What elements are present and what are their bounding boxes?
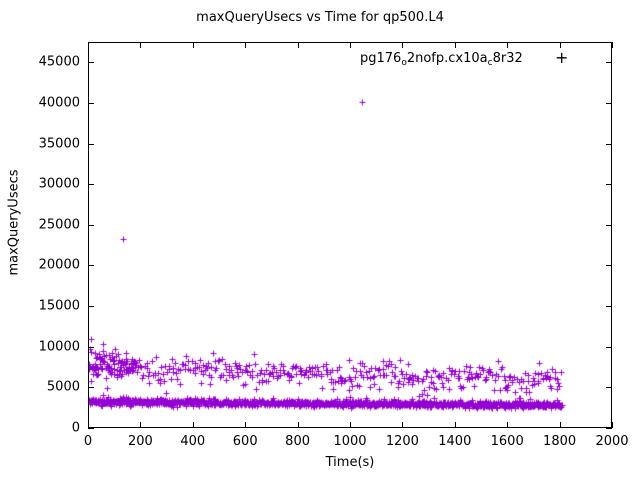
y-tick-mark <box>88 103 94 104</box>
y-tick-mark <box>606 387 612 388</box>
x-tick-label: 1800 <box>543 434 577 449</box>
x-tick-mark <box>507 422 508 428</box>
y-tick-label: 10000 <box>38 339 80 355</box>
x-tick-label: 2000 <box>595 434 629 449</box>
x-tick-label: 400 <box>180 434 206 449</box>
x-tick-label: 600 <box>232 434 258 449</box>
x-tick-mark <box>88 422 89 428</box>
x-tick-mark <box>612 422 613 428</box>
x-tick-mark <box>402 422 403 428</box>
x-tick-mark <box>455 422 456 428</box>
x-tick-mark <box>560 42 561 48</box>
x-tick-mark <box>350 42 351 48</box>
x-tick-label: 1000 <box>333 434 367 449</box>
y-axis-tick-labels: 0 5000 10000 15000 20000 25000 30000 35000 40000… <box>0 0 80 480</box>
x-tick-mark <box>245 42 246 48</box>
x-tick-mark <box>350 422 351 428</box>
x-tick-label: 1600 <box>490 434 524 449</box>
x-tick-mark <box>560 422 561 428</box>
y-tick-mark <box>606 306 612 307</box>
x-tick-label: 800 <box>285 434 311 449</box>
y-tick-mark <box>88 225 94 226</box>
y-tick-mark <box>88 347 94 348</box>
y-tick-label: 30000 <box>38 176 80 192</box>
y-tick-mark <box>88 387 94 388</box>
x-tick-label: 0 <box>83 434 93 449</box>
y-tick-mark <box>88 144 94 145</box>
y-tick-mark <box>606 265 612 266</box>
y-tick-label: 20000 <box>38 257 80 273</box>
x-tick-label: 1200 <box>385 434 419 449</box>
y-tick-mark <box>606 62 612 63</box>
scatter-points-layer <box>89 43 613 429</box>
y-tick-mark <box>88 428 94 429</box>
x-tick-mark <box>193 422 194 428</box>
y-tick-label: 35000 <box>38 136 80 152</box>
x-tick-label: 1400 <box>438 434 472 449</box>
x-tick-mark <box>455 42 456 48</box>
x-tick-mark <box>298 42 299 48</box>
x-tick-mark <box>140 422 141 428</box>
x-tick-mark <box>245 422 246 428</box>
x-tick-mark <box>193 42 194 48</box>
y-tick-label: 0 <box>71 420 80 436</box>
y-tick-mark <box>88 306 94 307</box>
y-tick-mark <box>88 62 94 63</box>
y-tick-label: 5000 <box>46 379 80 395</box>
y-tick-label: 40000 <box>38 95 80 111</box>
y-tick-mark <box>88 184 94 185</box>
x-tick-mark <box>88 42 89 48</box>
chart-title: maxQueryUsecs vs Time for qp500.L4 <box>196 10 444 25</box>
x-tick-label: 200 <box>127 434 153 449</box>
x-tick-mark <box>140 42 141 48</box>
y-tick-mark <box>606 184 612 185</box>
legend: pg176o2nofp.cx10ac8r32 + <box>360 48 575 68</box>
x-axis-tick-labels: 0 200 400 600 800 1000 1200 1400 1600 1800 2000 <box>0 434 640 454</box>
plot-area <box>88 42 613 429</box>
y-tick-mark <box>606 225 612 226</box>
y-tick-mark <box>606 144 612 145</box>
y-tick-mark <box>606 103 612 104</box>
x-axis-title: Time(s) <box>325 455 375 470</box>
legend-marker-sample: + <box>555 48 569 67</box>
y-tick-mark <box>88 265 94 266</box>
y-tick-mark <box>606 347 612 348</box>
y-tick-label: 45000 <box>38 54 80 70</box>
legend-series-label: pg176o2nofp.cx10ac8r32 <box>360 50 523 68</box>
y-tick-label: 15000 <box>38 298 80 314</box>
x-tick-mark <box>507 42 508 48</box>
y-tick-label: 25000 <box>38 217 80 233</box>
y-tick-mark <box>606 428 612 429</box>
x-tick-mark <box>402 42 403 48</box>
x-tick-mark <box>612 42 613 48</box>
x-tick-mark <box>298 422 299 428</box>
